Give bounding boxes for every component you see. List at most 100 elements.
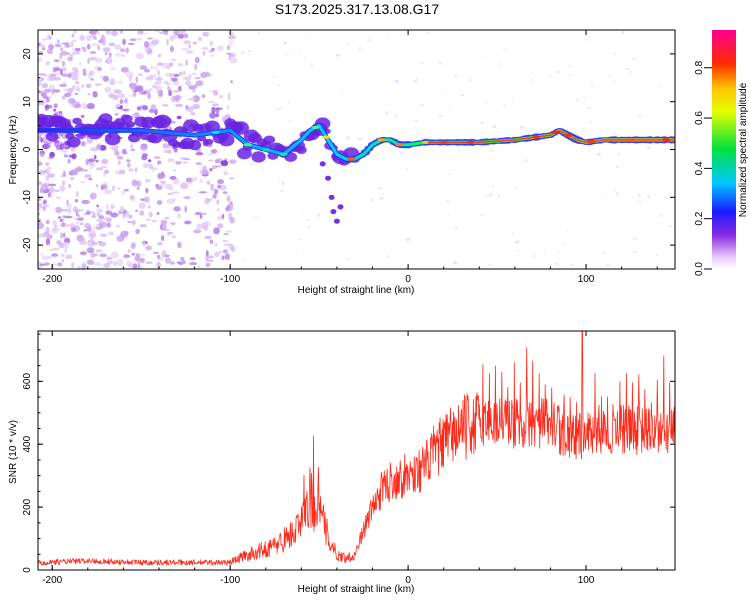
noise-speck	[106, 256, 113, 260]
noise-speck	[79, 34, 86, 41]
noise-speck	[176, 261, 182, 264]
noise-speck	[182, 161, 188, 164]
noise-speck	[127, 263, 134, 268]
noise-speck	[184, 205, 187, 213]
noise-speck	[92, 36, 98, 41]
noise-speck	[72, 206, 78, 213]
noise-speck	[53, 225, 58, 228]
noise-speck	[70, 176, 75, 181]
noise-speck	[188, 97, 196, 101]
noise-speck	[625, 68, 630, 71]
noise-speck	[41, 38, 48, 41]
noise-speck	[81, 169, 89, 172]
noise-speck	[94, 83, 102, 86]
noise-speck	[208, 159, 214, 162]
signal-blob	[328, 194, 335, 200]
noise-speck	[209, 239, 214, 244]
noise-speck	[100, 184, 104, 191]
noise-speck	[629, 71, 634, 73]
noise-speck	[192, 41, 198, 45]
noise-speck	[60, 232, 63, 239]
noise-speck	[63, 88, 69, 92]
noise-speck	[202, 31, 210, 37]
noise-speck	[201, 94, 206, 99]
noise-speck	[82, 102, 88, 110]
noise-speck	[613, 188, 617, 191]
noise-speck	[170, 222, 176, 226]
noise-speck	[43, 142, 51, 149]
noise-speck	[68, 154, 75, 158]
noise-speck	[39, 153, 45, 158]
noise-speck	[164, 216, 170, 220]
noise-speck	[181, 71, 187, 76]
noise-speck	[39, 99, 46, 106]
noise-speck	[346, 258, 350, 261]
noise-speck	[193, 229, 202, 234]
noise-speck	[70, 54, 74, 62]
noise-speck	[468, 78, 472, 82]
noise-speck	[40, 253, 45, 256]
noise-speck	[168, 89, 173, 97]
noise-speck	[104, 86, 112, 93]
signal-blob	[333, 218, 340, 224]
noise-speck	[226, 205, 231, 211]
noise-speck	[118, 93, 126, 99]
noise-speck	[454, 74, 457, 78]
noise-speck	[169, 175, 177, 180]
noise-speck	[124, 151, 128, 155]
noise-speck	[446, 199, 449, 203]
noise-speck	[279, 189, 285, 192]
noise-speck	[42, 47, 46, 51]
noise-speck	[193, 176, 198, 179]
noise-speck	[447, 214, 450, 216]
noise-speck	[455, 226, 458, 229]
y-tick-label: 0	[22, 146, 33, 152]
noise-speck	[98, 215, 105, 220]
noise-speck	[92, 262, 101, 266]
noise-speck	[498, 194, 500, 198]
noise-speck	[166, 38, 169, 46]
noise-speck	[490, 149, 494, 152]
noise-speck	[161, 253, 167, 258]
noise-speck	[99, 253, 107, 258]
colorbar-tick-label: 0.8	[694, 60, 705, 74]
noise-speck	[145, 245, 153, 251]
noise-speck	[112, 261, 118, 265]
noise-speck	[449, 159, 452, 161]
noise-speck	[47, 173, 55, 178]
noise-speck	[307, 225, 311, 229]
noise-speck	[52, 220, 57, 226]
noise-speck	[220, 160, 229, 167]
noise-speck	[188, 44, 192, 49]
noise-speck	[89, 56, 97, 61]
noise-speck	[90, 32, 97, 38]
ridge-hotspot	[279, 152, 288, 156]
noise-speck	[192, 72, 197, 76]
noise-speck	[228, 53, 232, 61]
colorbar-gradient	[712, 30, 736, 269]
spectrogram-y-label: Frequency (Hz)	[8, 116, 19, 185]
noise-speck	[119, 169, 126, 175]
x-tick-label: 100	[578, 274, 595, 285]
noise-speck	[210, 54, 215, 57]
noise-speck	[140, 258, 145, 262]
noise-speck	[67, 158, 71, 164]
noise-speck	[106, 222, 111, 228]
noise-speck	[206, 255, 215, 259]
noise-speck	[71, 47, 76, 51]
noise-speck	[96, 208, 104, 213]
noise-speck	[157, 242, 163, 246]
noise-speck	[60, 149, 68, 153]
noise-speck	[38, 205, 42, 211]
noise-speck	[157, 62, 164, 66]
noise-speck	[215, 107, 220, 114]
noise-speck	[613, 80, 617, 83]
noise-speck	[42, 184, 50, 188]
noise-speck	[69, 169, 78, 176]
noise-speck	[118, 210, 121, 215]
noise-speck	[158, 160, 162, 165]
noise-speck	[229, 57, 238, 64]
noise-speck	[471, 107, 474, 110]
ridge-halo	[141, 116, 156, 129]
ridge-halo	[104, 132, 121, 146]
